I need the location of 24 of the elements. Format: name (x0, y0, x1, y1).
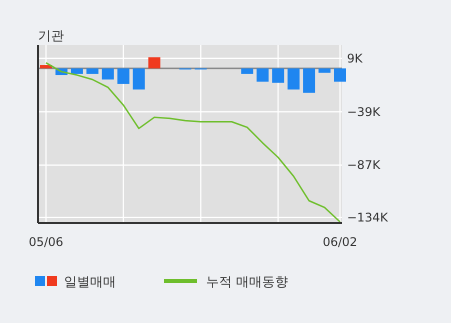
bar (334, 68, 346, 82)
bar (117, 68, 130, 84)
line-series (45, 62, 341, 223)
x-tick-label: 06/02 (322, 235, 358, 249)
bar (272, 68, 284, 83)
y-tick-label: −39K (347, 104, 382, 119)
bar (288, 68, 300, 90)
bar (148, 57, 160, 68)
legend-label: 일별매매 (64, 275, 116, 290)
y-tick-label: −87K (347, 158, 382, 172)
bar (303, 68, 316, 93)
legend-label: 누적 매매동향 (206, 275, 288, 290)
bar (40, 65, 52, 68)
bar (70, 68, 83, 74)
bar (102, 68, 114, 80)
bar (241, 68, 254, 74)
x-tick-label: 05/06 (28, 235, 64, 249)
bar (318, 68, 331, 73)
bar (86, 68, 98, 74)
bar (256, 68, 269, 82)
y-tick-label: −134K (347, 210, 389, 224)
chart-title: 기관 (38, 29, 64, 44)
bar (132, 68, 145, 90)
y-tick-label: 9K (347, 51, 364, 66)
